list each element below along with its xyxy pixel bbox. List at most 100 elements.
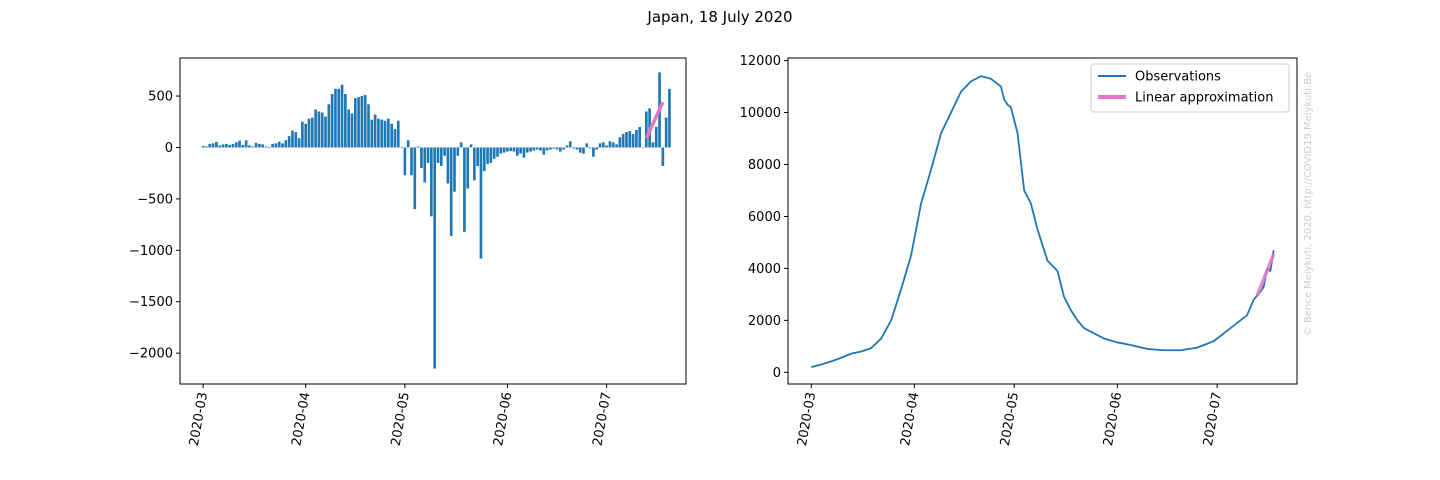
bar	[370, 119, 374, 148]
bar	[373, 114, 377, 148]
bar	[234, 142, 238, 148]
x-tick-label: 2020-07	[1201, 391, 1225, 447]
bar	[291, 130, 294, 148]
bar	[267, 146, 271, 148]
bar	[446, 147, 450, 184]
bar	[277, 141, 281, 148]
x-tick-label: 2020-03	[187, 391, 211, 447]
bar	[416, 146, 420, 148]
x-tick-label: 2020-04	[289, 391, 313, 447]
bar	[396, 120, 400, 148]
bar	[350, 113, 354, 148]
bar	[469, 144, 473, 148]
bar	[572, 147, 575, 149]
bar	[231, 143, 235, 148]
bar	[403, 147, 407, 176]
bar	[264, 146, 268, 148]
bar	[654, 126, 658, 148]
bar	[307, 118, 311, 148]
bar	[588, 147, 592, 149]
bar	[555, 147, 559, 150]
bar	[281, 143, 284, 148]
bar	[423, 147, 427, 183]
x-tick-label: 2020-06	[1101, 391, 1125, 447]
bar	[241, 144, 245, 148]
bar	[482, 147, 486, 172]
bar	[529, 147, 532, 152]
y-tick-label: 8000	[748, 158, 781, 173]
y-tick-label: −500	[137, 192, 173, 207]
bar	[330, 93, 334, 148]
bar	[334, 88, 337, 148]
bar	[274, 143, 278, 148]
bar	[651, 142, 655, 148]
legend-box	[1090, 63, 1290, 113]
bar	[261, 144, 265, 148]
bar	[380, 119, 384, 148]
right-chart-x-axis: 2020-03 2020-04 2020-05 2020-06 2020-07	[795, 384, 1225, 447]
bar	[383, 120, 387, 148]
y-tick-label: −2000	[129, 347, 173, 362]
bar	[499, 147, 503, 154]
x-tick-label: 2020-05	[389, 391, 413, 447]
right-chart-frame	[787, 57, 1298, 385]
bar	[224, 143, 228, 148]
bar	[324, 116, 327, 148]
left-chart-bars	[201, 72, 671, 369]
bar	[592, 147, 595, 157]
bar	[304, 123, 307, 148]
bar	[532, 147, 536, 151]
bar	[284, 140, 288, 148]
bar	[473, 147, 476, 181]
bar	[631, 134, 635, 148]
bar	[340, 84, 344, 148]
observations-line	[811, 75, 1275, 368]
left-chart-x-axis: 2020-03 2020-04 2020-05 2020-06 2020-07	[187, 384, 615, 447]
bar	[506, 147, 509, 152]
y-tick-label: 4000	[748, 262, 781, 277]
bar	[611, 142, 615, 148]
bar	[668, 88, 671, 148]
bar	[628, 131, 632, 148]
bar	[377, 118, 380, 148]
bar	[367, 104, 370, 148]
bar	[453, 147, 456, 192]
x-tick-label: 2020-06	[491, 391, 515, 447]
legend-approximation-label: Linear approximation	[1135, 91, 1273, 106]
bar	[297, 138, 301, 148]
right-chart: 2020-03 2020-04 2020-05 2020-06 2020-07 0 200…	[740, 54, 1298, 447]
bar	[410, 147, 413, 176]
x-tick-label: 2020-05	[998, 391, 1022, 447]
bar	[320, 112, 324, 148]
bar	[406, 140, 410, 148]
bar	[486, 147, 489, 164]
y-tick-label: 0	[773, 366, 781, 381]
bar	[449, 147, 453, 236]
bar	[463, 147, 466, 232]
y-tick-label: 0	[165, 141, 173, 156]
bar	[456, 147, 460, 156]
bar	[641, 147, 645, 149]
x-tick-label: 2020-03	[795, 391, 819, 447]
left-chart-frame	[179, 57, 687, 385]
bar	[539, 147, 542, 151]
bar	[353, 98, 357, 148]
bar	[489, 147, 493, 163]
bar	[347, 109, 350, 148]
bar	[459, 142, 463, 148]
bar	[337, 88, 341, 148]
bar	[598, 143, 602, 148]
bar	[476, 147, 479, 166]
x-tick-label: 2020-04	[898, 391, 922, 447]
bar	[301, 121, 304, 148]
bar	[344, 93, 347, 148]
bar	[244, 140, 248, 148]
bar	[294, 132, 298, 148]
bar	[360, 96, 364, 148]
x-tick-label: 2020-07	[590, 391, 614, 447]
linear-approximation-line	[1255, 253, 1276, 297]
bar	[201, 145, 205, 148]
bar	[254, 142, 258, 148]
bar	[258, 143, 261, 148]
